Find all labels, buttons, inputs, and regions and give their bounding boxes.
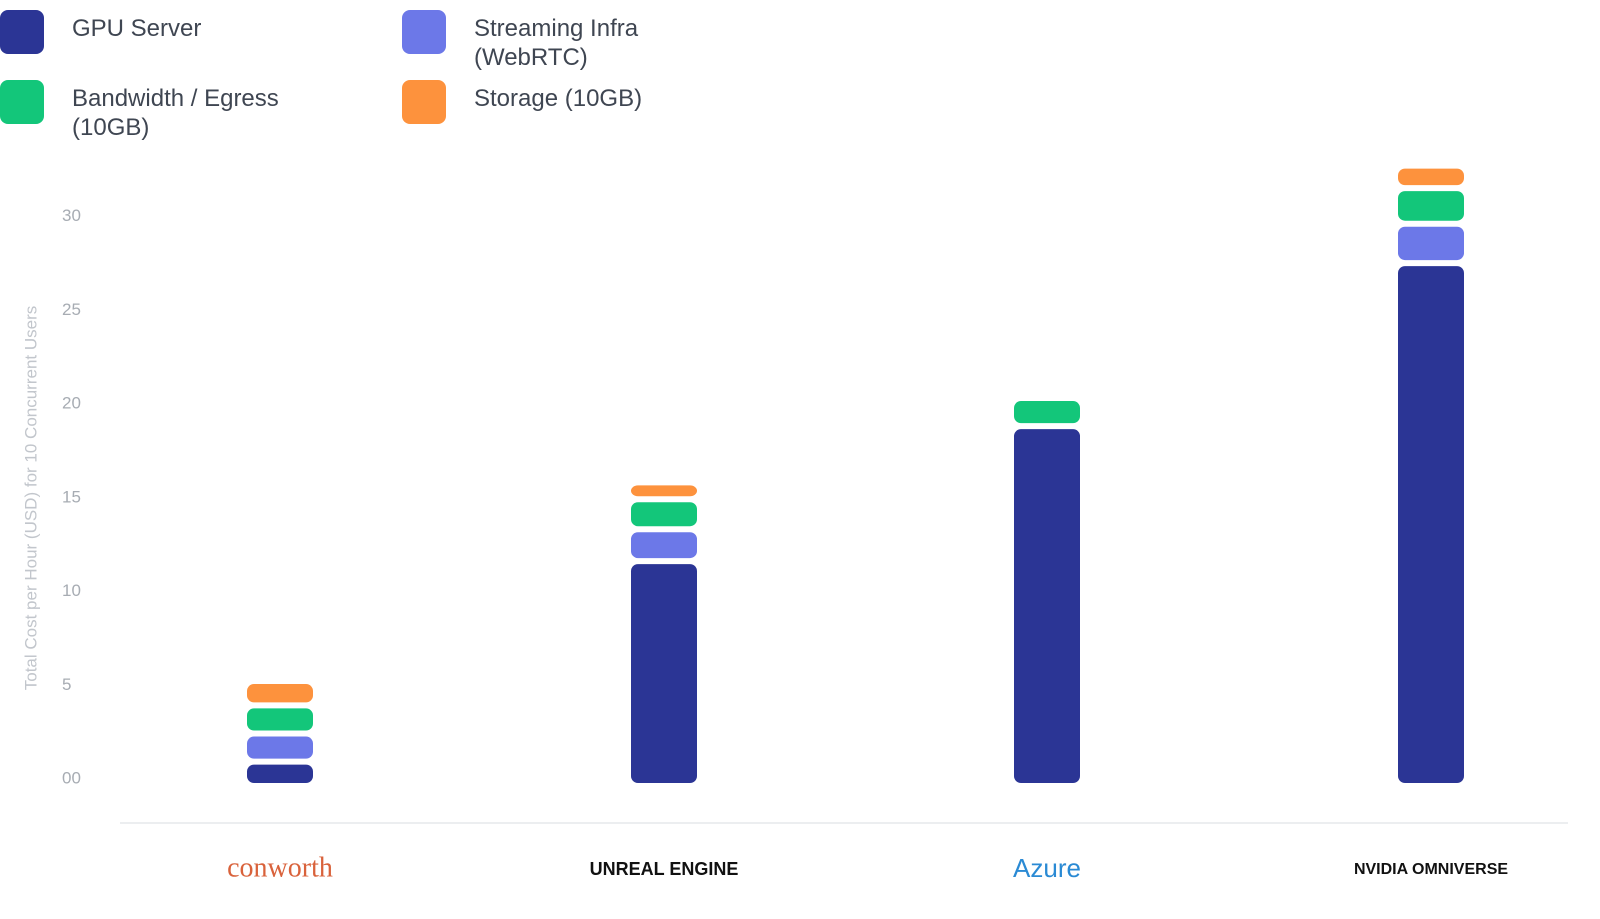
y-axis-label: Total Cost per Hour (USD) for 10 Concurr… [21,306,40,691]
bar-segment [1014,401,1080,424]
y-tick-label: 30 [62,206,81,225]
legend-swatch [402,10,446,54]
y-tick-label: 20 [62,394,81,413]
x-tick-label: NVIDIA OMNIVERSE [1354,861,1508,878]
bar-segment [631,485,697,497]
bar-segment [1398,266,1464,783]
x-tick-label: UNREAL ENGINE [590,859,739,879]
x-tick-label: Azure [1013,853,1081,883]
bar-segment [247,708,313,731]
y-tick-label: 25 [62,300,81,319]
legend-item: Streaming Infra (WebRTC) [402,10,674,72]
bar-segment [631,532,697,559]
bar-segment [631,502,697,527]
x-tick-label: conworth [227,852,333,883]
y-tick-label: 15 [62,487,81,506]
bar-segment [247,736,313,759]
legend-swatch [0,10,44,54]
y-tick-label: 10 [62,581,81,600]
legend-label: Storage (10GB) [474,85,643,112]
legend-swatch [0,80,44,124]
bar-segment [247,764,313,783]
legend-label: Bandwidth / Egress (10GB) [72,85,279,141]
legend-item: GPU Server [0,10,332,54]
bar-segment [1014,429,1080,783]
bar-segment [247,684,313,703]
bar-segment [1398,168,1464,186]
legend-label: GPU Server [72,15,202,42]
legend-label: Streaming Infra (WebRTC) [474,15,639,71]
y-tick-label: 5 [62,675,71,694]
y-tick-label: 00 [62,768,81,787]
legend-swatch [402,80,446,124]
bar-segment [631,564,697,783]
legend-item: Bandwidth / Egress (10GB) [0,80,332,142]
bar-segment [1398,226,1464,261]
bar-segment [1398,191,1464,221]
legend-item: Storage (10GB) [402,80,674,124]
